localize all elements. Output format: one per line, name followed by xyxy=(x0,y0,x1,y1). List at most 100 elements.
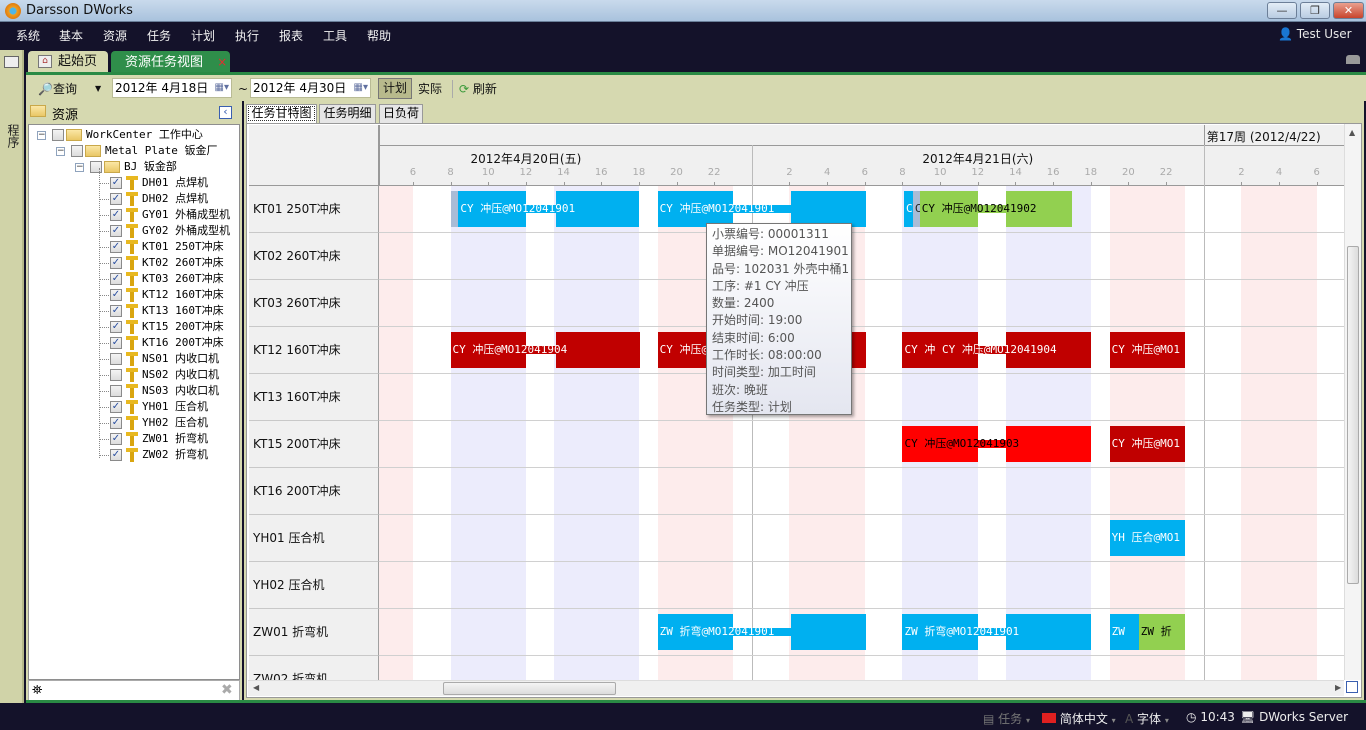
tree-checkbox[interactable] xyxy=(71,145,83,157)
task-bar[interactable] xyxy=(902,332,978,368)
task-bar[interactable] xyxy=(912,191,920,227)
calendar-dropdown-icon[interactable]: ▦▾ xyxy=(353,82,368,93)
tree-checkbox[interactable]: ✓ xyxy=(110,401,122,413)
tree-checkbox[interactable]: ✓ xyxy=(110,193,122,205)
menu-report[interactable]: 报表 xyxy=(279,29,304,43)
plan-toggle-button[interactable]: 计划 xyxy=(378,78,412,99)
task-bar[interactable] xyxy=(1006,332,1091,368)
tree-checkbox[interactable]: ✓ xyxy=(110,449,122,461)
calendar-dropdown-icon[interactable]: ▦▾ xyxy=(214,82,229,93)
task-bar[interactable] xyxy=(450,332,526,368)
collapse-panel-button[interactable]: ‹ xyxy=(219,106,232,119)
date-from-picker[interactable]: 2012年 4月18日 ▦▾ xyxy=(112,78,232,98)
menu-task[interactable]: 任务 xyxy=(147,29,172,43)
user-menu[interactable]: 👤 Test User xyxy=(1278,27,1352,41)
tab-start-page[interactable]: ⌂ 起始页 xyxy=(28,51,108,73)
close-window-button[interactable]: ✕ xyxy=(1333,2,1364,19)
tree-item[interactable]: ✓ KT13 160T冲床 xyxy=(29,303,239,319)
task-bar[interactable] xyxy=(1109,426,1185,462)
tree-item[interactable]: NS03 内收口机 xyxy=(29,383,239,399)
menu-help[interactable]: 帮助 xyxy=(367,29,392,43)
tree-item[interactable]: ✓ KT16 200T冲床 xyxy=(29,335,239,351)
tree-checkbox[interactable]: ✓ xyxy=(110,433,122,445)
tree-checkbox[interactable]: ✓ xyxy=(110,225,122,237)
subtab-task-detail[interactable]: 任务明细 xyxy=(319,104,376,123)
tree-item[interactable]: ✓ KT01 250T冲床 xyxy=(29,239,239,255)
tree-item[interactable]: ✓ DH01 点焊机 xyxy=(29,175,239,191)
vertical-scroll-thumb[interactable] xyxy=(1347,246,1359,584)
vertical-scrollbar[interactable]: ▲ xyxy=(1344,124,1361,680)
refresh-button[interactable]: ⟳ 刷新 xyxy=(459,80,497,98)
tree-checkbox[interactable]: ✓ xyxy=(110,337,122,349)
menu-execute[interactable]: 执行 xyxy=(235,29,260,43)
tree-checkbox[interactable] xyxy=(110,369,122,381)
task-bar[interactable] xyxy=(1109,614,1139,650)
tree-item[interactable]: NS02 内收口机 xyxy=(29,367,239,383)
task-bar[interactable] xyxy=(555,332,641,368)
program-panel-tab[interactable]: 程序 xyxy=(6,124,20,148)
task-bar[interactable] xyxy=(555,191,639,227)
tree-item[interactable]: ✓ GY02 外桶成型机 xyxy=(29,223,239,239)
query-button[interactable]: 🔎查询 ▼ xyxy=(38,80,106,98)
tree-item[interactable]: ✓ ZW02 折弯机 xyxy=(29,447,239,463)
tree-checkbox[interactable] xyxy=(90,161,102,173)
tree-checkbox[interactable]: ✓ xyxy=(110,241,122,253)
tree-item[interactable]: ✓ KT12 160T冲床 xyxy=(29,287,239,303)
tree-checkbox[interactable]: ✓ xyxy=(110,289,122,301)
expand-toggle[interactable]: − xyxy=(75,162,84,172)
menu-resource[interactable]: 资源 xyxy=(103,29,128,43)
windows-icon[interactable] xyxy=(4,56,19,68)
tree-checkbox[interactable]: ✓ xyxy=(110,417,122,429)
task-bar[interactable] xyxy=(1006,614,1091,650)
tree-item[interactable]: ✓ KT15 200T冲床 xyxy=(29,319,239,335)
task-bar[interactable] xyxy=(657,614,733,650)
tree-checkbox[interactable] xyxy=(52,129,64,141)
tree-checkbox[interactable]: ✓ xyxy=(110,177,122,189)
fit-view-icon[interactable] xyxy=(1346,681,1358,693)
horizontal-scroll-thumb[interactable] xyxy=(443,682,616,695)
menu-basic[interactable]: 基本 xyxy=(59,29,84,43)
scroll-right-icon[interactable]: ▶ xyxy=(1335,683,1342,692)
tree-checkbox[interactable]: ✓ xyxy=(110,273,122,285)
tree-checkbox[interactable]: ✓ xyxy=(110,305,122,317)
task-bar[interactable] xyxy=(902,614,978,650)
menu-tools[interactable]: 工具 xyxy=(323,29,348,43)
tab-resource-task-view[interactable]: 资源任务视图 × xyxy=(111,51,230,73)
tree-checkbox[interactable]: ✓ xyxy=(110,209,122,221)
tree-item[interactable]: − WorkCenter 工作中心 xyxy=(29,127,239,143)
language-selector[interactable]: 简体中文 ▾ xyxy=(1042,710,1116,727)
task-bar[interactable] xyxy=(1138,614,1185,650)
tree-item[interactable]: NS01 内收口机 xyxy=(29,351,239,367)
task-bar[interactable] xyxy=(1109,520,1185,556)
date-to-picker[interactable]: 2012年 4月30日 ▦▾ xyxy=(250,78,371,98)
restore-button[interactable]: ❐ xyxy=(1300,2,1330,19)
minimize-button[interactable]: — xyxy=(1267,2,1297,19)
tree-checkbox[interactable]: ✓ xyxy=(110,257,122,269)
tree-checkbox[interactable]: ✓ xyxy=(110,321,122,333)
tree-item[interactable]: − BJ 钣金部 xyxy=(29,159,239,175)
tree-item[interactable]: ✓ YH02 压合机 xyxy=(29,415,239,431)
scroll-left-icon[interactable]: ◀ xyxy=(253,683,260,692)
tree-item[interactable]: ✓ DH02 点焊机 xyxy=(29,191,239,207)
horizontal-scrollbar[interactable]: ◀ ▶ xyxy=(248,680,1344,696)
tab-close-icon[interactable]: × xyxy=(217,55,228,69)
dropdown-arrow-icon[interactable]: ▼ xyxy=(95,84,102,93)
task-bar[interactable] xyxy=(450,191,459,227)
subtab-daily-load[interactable]: 日负荷 xyxy=(379,104,423,123)
expand-toggle[interactable]: − xyxy=(56,146,65,156)
status-tasks[interactable]: ▤ 任务 ▾ xyxy=(983,712,1031,726)
tree-item[interactable]: ✓ KT02 260T冲床 xyxy=(29,255,239,271)
tree-item[interactable]: ✓ KT03 260T冲床 xyxy=(29,271,239,287)
tree-item[interactable]: ✓ ZW01 折弯机 xyxy=(29,431,239,447)
tree-checkbox[interactable] xyxy=(110,385,122,397)
task-bar[interactable] xyxy=(791,191,867,227)
task-bar[interactable] xyxy=(657,191,733,227)
task-bar[interactable] xyxy=(902,426,978,462)
actual-toggle-button[interactable]: 实际 xyxy=(418,82,443,96)
subtab-gantt[interactable]: 任务甘特图 xyxy=(246,104,317,123)
tree-item[interactable]: ✓ YH01 压合机 xyxy=(29,399,239,415)
font-selector[interactable]: A 字体 ▾ xyxy=(1125,712,1169,726)
task-bar[interactable] xyxy=(791,614,867,650)
expand-toggle[interactable]: − xyxy=(37,130,46,140)
clear-search-icon[interactable]: ✖ xyxy=(221,682,233,698)
